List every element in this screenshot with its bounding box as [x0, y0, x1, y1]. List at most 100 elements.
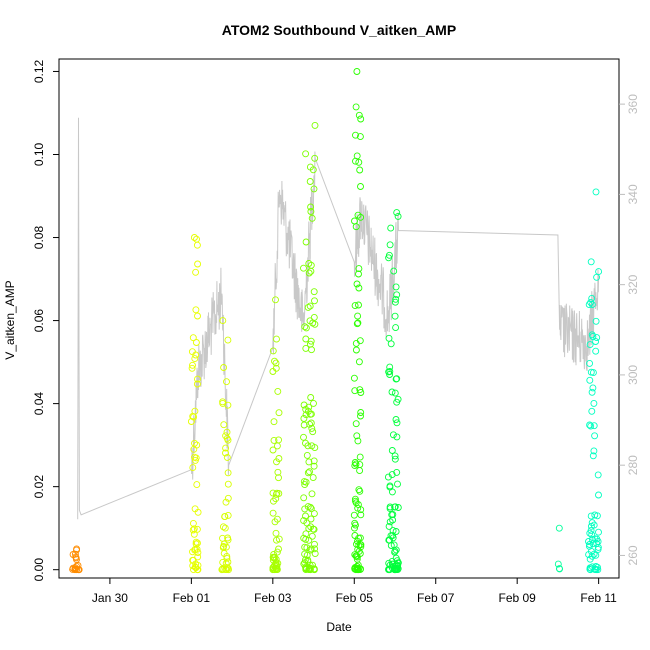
data-point — [350, 511, 358, 519]
data-point — [300, 433, 307, 441]
data-point — [71, 566, 79, 573]
data-point — [73, 546, 80, 554]
data-point — [270, 554, 278, 562]
data-point — [220, 364, 228, 371]
data-point — [386, 518, 394, 526]
data-point — [586, 341, 594, 349]
data-point — [308, 214, 316, 222]
data-point — [354, 504, 362, 512]
data-point — [586, 529, 594, 537]
data-point — [224, 536, 232, 544]
data-point — [356, 133, 364, 141]
data-point — [190, 234, 198, 241]
data-point — [224, 511, 232, 519]
scatter-points — [69, 68, 603, 574]
data-point — [309, 474, 317, 482]
y-tick-label: 0.06 — [32, 309, 46, 333]
data-point — [351, 524, 358, 532]
data-point — [194, 549, 202, 556]
data-point — [304, 556, 312, 564]
data-point — [305, 269, 313, 277]
data-point — [357, 183, 364, 190]
data-point — [306, 420, 314, 428]
data-point — [594, 471, 602, 479]
data-point — [193, 481, 201, 489]
data-point — [224, 436, 232, 444]
data-point — [594, 543, 602, 551]
data-point — [588, 388, 596, 396]
data-point — [593, 334, 601, 342]
data-point — [390, 267, 398, 275]
data-point — [224, 469, 232, 477]
data-point — [188, 348, 196, 356]
data-point — [269, 368, 277, 375]
y-axis-label: V_aitken_AMP — [3, 280, 17, 359]
data-point — [388, 511, 396, 519]
data-point — [310, 462, 318, 470]
data-point — [586, 565, 594, 573]
data-point — [222, 498, 230, 506]
data-point — [385, 536, 393, 544]
data-point — [274, 468, 282, 476]
data-point — [356, 337, 364, 345]
data-point — [306, 163, 314, 171]
x-tick-label: Feb 11 — [580, 591, 617, 605]
data-point — [306, 340, 314, 348]
data-point — [189, 556, 197, 564]
data-point — [388, 471, 396, 479]
data-point — [355, 301, 362, 309]
data-point — [353, 553, 361, 561]
data-point — [301, 543, 309, 551]
data-point — [391, 455, 399, 463]
data-point — [194, 561, 202, 569]
data-point — [587, 368, 595, 376]
data-point — [389, 527, 397, 535]
secondary-line — [77, 117, 600, 520]
data-point — [593, 273, 601, 281]
data-point — [391, 452, 399, 460]
data-point — [355, 270, 362, 278]
data-point — [389, 431, 397, 439]
data-point — [307, 419, 315, 427]
data-point — [302, 564, 310, 572]
data-point — [392, 324, 400, 332]
data-point — [193, 241, 201, 249]
data-point — [302, 150, 310, 158]
data-point — [302, 238, 310, 246]
data-point — [307, 515, 315, 523]
data-point — [305, 260, 313, 267]
y-tick-label: 0.04 — [32, 392, 46, 416]
data-point — [275, 474, 282, 482]
data-point — [352, 157, 359, 165]
data-point — [593, 540, 601, 547]
data-point — [590, 447, 598, 455]
data-point — [308, 346, 315, 354]
data-point — [586, 359, 594, 367]
data-point — [310, 525, 318, 533]
data-point — [223, 552, 231, 560]
x-axis: Jan 30 Feb 01 Feb 03 Feb 05 Feb 07 Feb 09 Feb … — [92, 578, 617, 605]
data-point — [307, 267, 315, 275]
data-point — [386, 566, 394, 574]
data-point — [191, 355, 199, 363]
data-point — [189, 361, 196, 369]
data-point — [393, 209, 401, 217]
data-point — [311, 550, 319, 558]
data-point — [73, 562, 80, 570]
data-point — [269, 347, 277, 355]
data-point — [588, 519, 596, 527]
data-point — [189, 548, 196, 556]
y-axis: 0.00 0.02 0.04 0.06 0.08 0.10 0.12 — [32, 59, 59, 581]
data-point — [588, 563, 596, 571]
data-point — [272, 529, 280, 537]
data-point — [190, 530, 198, 538]
data-point — [272, 490, 280, 498]
data-point — [187, 418, 195, 425]
data-point — [389, 534, 397, 542]
data-point — [302, 478, 310, 486]
data-point — [354, 501, 362, 509]
data-point — [311, 540, 318, 548]
data-point — [587, 547, 595, 555]
data-point — [311, 545, 319, 553]
data-point — [192, 339, 200, 346]
